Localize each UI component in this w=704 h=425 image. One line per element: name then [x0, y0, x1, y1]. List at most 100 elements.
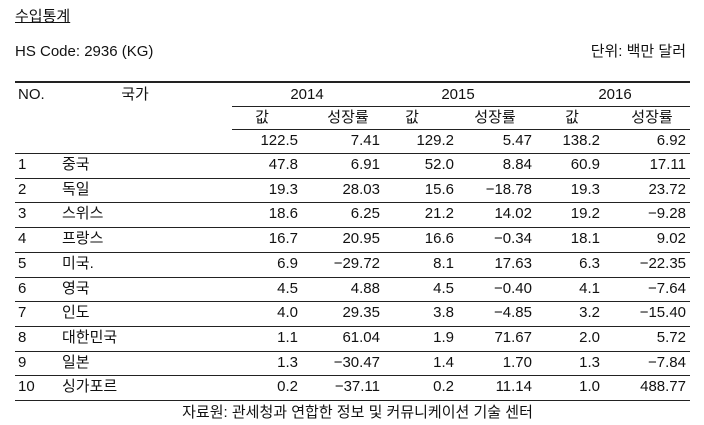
cell: 18.6 [268, 205, 298, 223]
cell: 19.3 [268, 180, 298, 198]
row-number: 7 [18, 304, 27, 322]
rule [15, 202, 690, 203]
cell: −9.28 [648, 205, 686, 223]
cell: 47.8 [268, 156, 298, 173]
cell: 6.3 [579, 254, 600, 272]
subcolumn-header: 값 [405, 109, 419, 126]
total-cell: 138.2 [562, 132, 600, 149]
rule [15, 351, 690, 352]
row-number: 6 [18, 279, 27, 297]
country: 싱가포르 [62, 378, 118, 396]
cell: −7.84 [648, 353, 686, 371]
rule [15, 81, 690, 83]
cell: 0.2 [277, 378, 298, 396]
cell: 4.88 [350, 279, 380, 297]
cell: 6.91 [350, 156, 380, 173]
country: 프랑스 [62, 230, 104, 248]
rule [232, 129, 690, 130]
rule [15, 252, 690, 253]
rule [15, 326, 690, 327]
column-header: 국가 [121, 86, 149, 103]
row-number: 10 [18, 378, 35, 396]
rule [15, 153, 690, 154]
cell: 23.72 [648, 180, 686, 198]
cell: 9.02 [656, 230, 686, 248]
cell: 4.1 [579, 279, 600, 297]
row-number: 2 [18, 180, 27, 198]
country: 인도 [62, 304, 90, 322]
year-header: 2014 [290, 86, 324, 103]
row-number: 5 [18, 254, 27, 272]
rule [15, 301, 690, 302]
cell: 19.3 [570, 180, 600, 198]
cell: 1.1 [277, 328, 298, 346]
title: 수입통계 [15, 8, 71, 25]
cell: 488.77 [640, 378, 686, 396]
row-number: 4 [18, 230, 27, 248]
unit: 단위: 백만 달러 [590, 43, 686, 60]
subtitle: HS Code: 2936 (KG) [15, 43, 154, 60]
cell: −30.47 [333, 353, 380, 371]
rule [15, 178, 690, 179]
country: 영국 [62, 279, 90, 297]
cell: −29.72 [333, 254, 380, 272]
cell: 18.1 [570, 230, 600, 248]
cell: 52.0 [424, 156, 454, 173]
row-number: 3 [18, 205, 27, 223]
cell: 0.2 [433, 378, 454, 396]
cell: 11.14 [495, 378, 532, 396]
rule [232, 106, 690, 107]
cell: −18.78 [485, 180, 532, 198]
year-header: 2016 [598, 86, 632, 103]
cell: 28.03 [342, 180, 380, 198]
cell: 8.84 [502, 156, 532, 173]
cell: 1.0 [579, 378, 600, 396]
total-cell: 122.5 [260, 132, 298, 149]
rule [15, 400, 690, 401]
row-number: 8 [18, 328, 27, 346]
subcolumn-header: 성장률 [474, 109, 516, 126]
rule [15, 227, 690, 228]
cell: −0.34 [494, 230, 532, 248]
cell: 4.5 [277, 279, 298, 297]
cell: −15.40 [639, 304, 686, 322]
cell: 1.3 [579, 353, 600, 371]
cell: 17.11 [649, 156, 686, 173]
column-header: NO. [18, 86, 45, 103]
cell: 6.25 [350, 205, 380, 223]
cell: 15.6 [424, 180, 454, 198]
cell: 29.35 [342, 304, 380, 322]
cell: 20.95 [342, 230, 380, 248]
total-cell: 129.2 [416, 132, 454, 149]
total-cell: 5.47 [502, 132, 532, 149]
cell: 1.4 [433, 353, 454, 371]
country: 스위스 [62, 205, 104, 223]
subcolumn-header: 성장률 [327, 109, 369, 126]
total-cell: 6.92 [656, 132, 686, 149]
cell: 16.6 [424, 230, 454, 248]
cell: 1.3 [277, 353, 298, 371]
cell: 19.2 [570, 205, 600, 223]
cell: −0.40 [494, 279, 532, 297]
cell: 2.0 [579, 328, 600, 346]
cell: 14.02 [494, 205, 532, 223]
cell: 17.63 [494, 254, 532, 272]
rule [15, 277, 690, 278]
rule [15, 375, 690, 376]
country: 중국 [62, 156, 90, 173]
cell: 60.9 [570, 156, 600, 173]
cell: −7.64 [648, 279, 686, 297]
cell: −22.35 [639, 254, 686, 272]
cell: −4.85 [494, 304, 532, 322]
cell: −37.11 [334, 378, 380, 396]
subcolumn-header: 성장률 [631, 109, 673, 126]
cell: 3.8 [433, 304, 454, 322]
cell: 71.67 [494, 328, 532, 346]
row-number: 1 [18, 156, 27, 173]
subcolumn-header: 값 [255, 109, 269, 126]
cell: 8.1 [433, 254, 454, 272]
cell: 1.9 [433, 328, 454, 346]
source: 자료원: 관세청과 연합한 정보 및 커뮤니케이션 기술 센터 [182, 404, 533, 421]
subcolumn-header: 값 [565, 109, 579, 126]
